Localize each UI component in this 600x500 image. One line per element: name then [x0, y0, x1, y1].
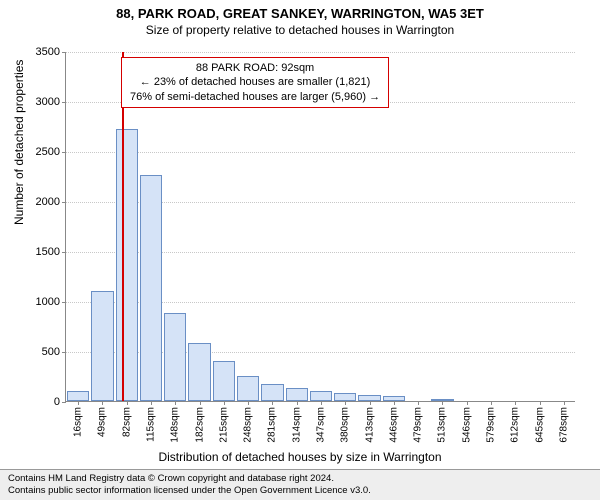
- xtick-label: 678sqm: [558, 407, 569, 443]
- histogram-bar: [188, 343, 210, 401]
- xtick-mark: [491, 401, 492, 405]
- xtick-label: 248sqm: [243, 407, 254, 443]
- histogram-bar: [334, 393, 356, 401]
- xtick-label: 645sqm: [534, 407, 545, 443]
- histogram-bar: [213, 361, 235, 401]
- xtick-label: 513sqm: [437, 407, 448, 443]
- ytick-mark: [62, 202, 66, 203]
- xtick-mark: [345, 401, 346, 405]
- ytick-label: 2000: [36, 196, 60, 208]
- ytick-mark: [62, 52, 66, 53]
- chart-area: 050010001500200025003000350016sqm49sqm82…: [65, 52, 575, 402]
- histogram-bar: [237, 376, 259, 401]
- xtick-label: 579sqm: [486, 407, 497, 443]
- histogram-bar: [286, 388, 308, 401]
- xtick-mark: [200, 401, 201, 405]
- ytick-label: 1500: [36, 246, 60, 258]
- xtick-mark: [442, 401, 443, 405]
- ytick-label: 500: [42, 346, 60, 358]
- ytick-mark: [62, 352, 66, 353]
- xtick-mark: [127, 401, 128, 405]
- ytick-label: 1000: [36, 296, 60, 308]
- histogram-bar: [91, 291, 113, 401]
- annotation-line-2: ← 23% of detached houses are smaller (1,…: [130, 75, 380, 89]
- ytick-mark: [62, 152, 66, 153]
- page-title: 88, PARK ROAD, GREAT SANKEY, WARRINGTON,…: [0, 6, 600, 21]
- xtick-mark: [102, 401, 103, 405]
- histogram-bar: [116, 129, 138, 401]
- xtick-label: 314sqm: [291, 407, 302, 443]
- xtick-label: 49sqm: [97, 407, 108, 437]
- xtick-label: 413sqm: [364, 407, 375, 443]
- xtick-mark: [297, 401, 298, 405]
- xtick-label: 115sqm: [146, 407, 157, 442]
- ytick-label: 2500: [36, 146, 60, 158]
- xtick-label: 612sqm: [510, 407, 521, 443]
- xtick-label: 546sqm: [461, 407, 472, 443]
- xtick-mark: [248, 401, 249, 405]
- ytick-mark: [62, 252, 66, 253]
- plot-region: 050010001500200025003000350016sqm49sqm82…: [65, 52, 575, 402]
- xtick-label: 82sqm: [121, 407, 132, 437]
- xtick-mark: [540, 401, 541, 405]
- xtick-mark: [224, 401, 225, 405]
- xtick-mark: [151, 401, 152, 405]
- annotation-line-1: 88 PARK ROAD: 92sqm: [130, 61, 380, 75]
- xtick-label: 479sqm: [413, 407, 424, 443]
- xtick-mark: [272, 401, 273, 405]
- xtick-mark: [564, 401, 565, 405]
- footer-line-1: Contains HM Land Registry data © Crown c…: [8, 473, 592, 485]
- histogram-bar: [67, 391, 89, 401]
- xtick-mark: [515, 401, 516, 405]
- footer-attribution: Contains HM Land Registry data © Crown c…: [0, 469, 600, 500]
- ytick-mark: [62, 402, 66, 403]
- xtick-label: 215sqm: [218, 407, 229, 443]
- annotation-line-3: 76% of semi-detached houses are larger (…: [130, 90, 380, 104]
- xtick-mark: [175, 401, 176, 405]
- xtick-mark: [370, 401, 371, 405]
- ytick-label: 3000: [36, 96, 60, 108]
- xtick-label: 347sqm: [316, 407, 327, 443]
- page-subtitle: Size of property relative to detached ho…: [0, 23, 600, 37]
- ytick-label: 0: [54, 396, 60, 408]
- ytick-mark: [62, 102, 66, 103]
- xtick-label: 446sqm: [388, 407, 399, 443]
- xtick-mark: [78, 401, 79, 405]
- histogram-bar: [310, 391, 332, 401]
- x-axis-title: Distribution of detached houses by size …: [0, 450, 600, 464]
- xtick-mark: [321, 401, 322, 405]
- annotation-box: 88 PARK ROAD: 92sqm← 23% of detached hou…: [121, 57, 389, 108]
- xtick-label: 380sqm: [340, 407, 351, 443]
- y-axis-title: Number of detached properties: [12, 60, 26, 225]
- ytick-label: 3500: [36, 46, 60, 58]
- xtick-label: 281sqm: [267, 407, 278, 443]
- xtick-mark: [467, 401, 468, 405]
- xtick-mark: [394, 401, 395, 405]
- histogram-bar: [164, 313, 186, 401]
- xtick-mark: [418, 401, 419, 405]
- gridline: [66, 52, 575, 53]
- footer-line-2: Contains public sector information licen…: [8, 485, 592, 497]
- xtick-label: 16sqm: [73, 407, 84, 437]
- ytick-mark: [62, 302, 66, 303]
- gridline: [66, 152, 575, 153]
- xtick-label: 182sqm: [194, 407, 205, 443]
- histogram-bar: [140, 175, 162, 401]
- histogram-bar: [261, 384, 283, 401]
- xtick-label: 148sqm: [170, 407, 181, 443]
